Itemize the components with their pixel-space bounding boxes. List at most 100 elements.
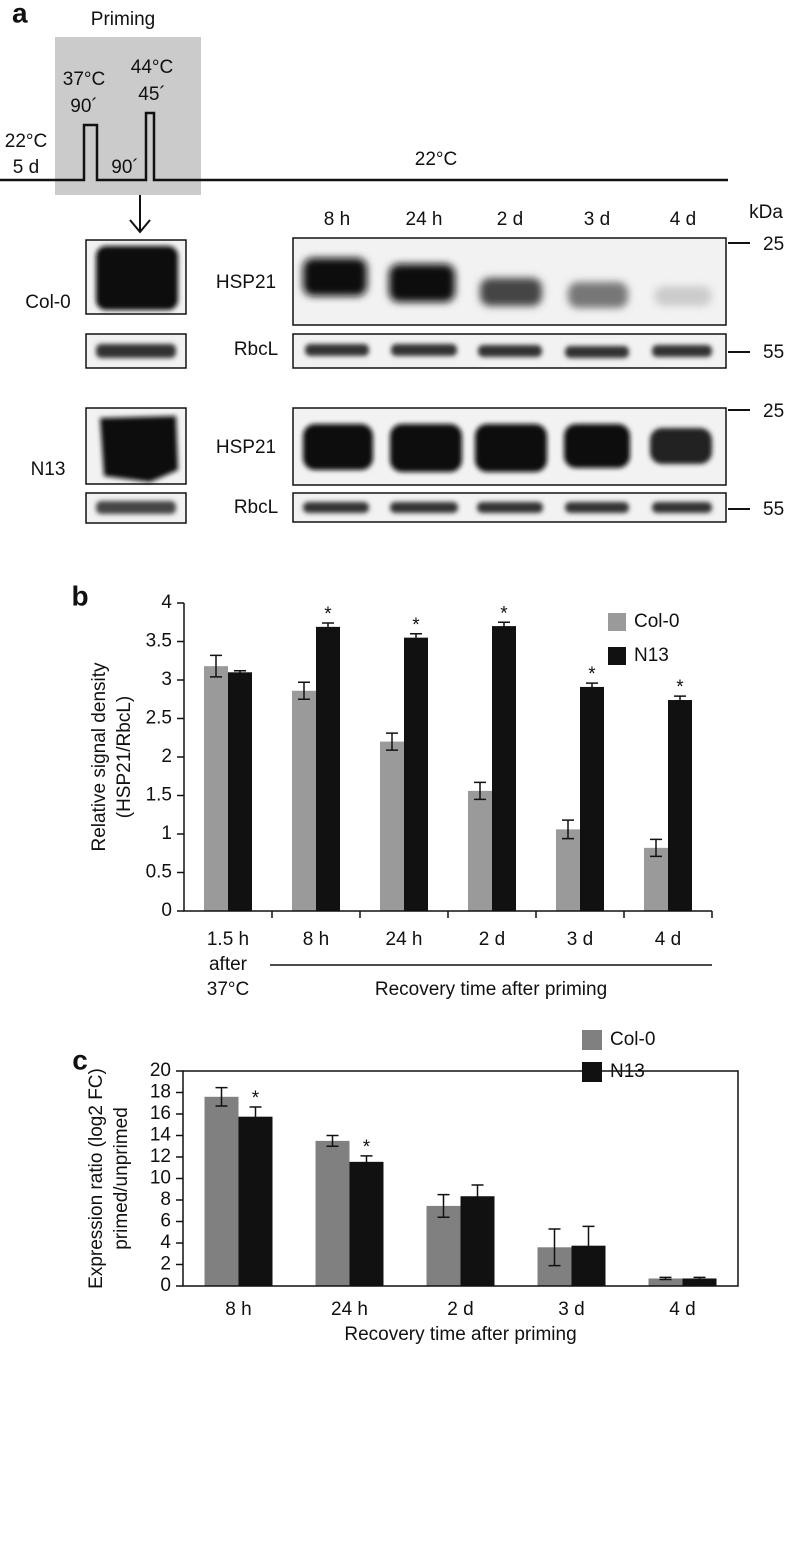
panel-label: c [72, 1044, 88, 1075]
x-tick-label: 2 d [447, 1299, 473, 1320]
legend-swatch [582, 1030, 602, 1050]
error-bar [674, 695, 686, 705]
error-bar [326, 1134, 339, 1147]
x-tick-label: 37°C [207, 979, 249, 1000]
protein-label: HSP21 [216, 437, 276, 458]
legend-swatch [582, 1062, 602, 1082]
axes [183, 603, 712, 912]
y-tick-label: 2.5 [146, 708, 172, 729]
timeline-text: 22°C [5, 131, 47, 152]
y-tick-label: 1.5 [146, 785, 172, 806]
priming-label: Priming [91, 9, 155, 30]
legend-label: Col-0 [634, 611, 679, 632]
bar [204, 1096, 239, 1286]
y-tick-label: 4 [160, 1232, 171, 1253]
x-tick-label: 24 h [386, 929, 423, 950]
band [480, 278, 542, 306]
timeline-text: 5 d [13, 157, 39, 178]
error-bar [410, 633, 422, 643]
bar [292, 690, 316, 911]
y-tick-label: 1 [161, 823, 172, 844]
bar [380, 741, 404, 911]
band [96, 344, 176, 358]
bar [668, 700, 692, 911]
y-axis-label: primed/unprimed [111, 1107, 132, 1250]
bar [644, 847, 668, 911]
timeline-text: 44°C [131, 57, 173, 78]
y-tick-label: 0 [161, 900, 172, 921]
y-axis-label: Relative signal density [89, 662, 110, 852]
x-tick-label: 4 d [669, 1299, 695, 1320]
bar [316, 626, 340, 911]
bar [315, 1140, 350, 1286]
significance: * [412, 615, 420, 636]
bar [492, 626, 516, 911]
x-tick-label: 2 d [479, 929, 505, 950]
band [389, 264, 455, 302]
genotype-label: Col-0 [25, 292, 70, 313]
bar [238, 1116, 273, 1286]
plot-frame [182, 1070, 739, 1287]
band [475, 424, 547, 472]
error-bar [437, 1193, 450, 1218]
bar [468, 790, 492, 911]
y-tick-label: 20 [150, 1060, 171, 1081]
error-bar [386, 732, 398, 751]
error-bar [210, 654, 222, 678]
error-bar [474, 781, 486, 801]
significance: * [500, 603, 508, 624]
timeline-text: 45´ [138, 84, 165, 105]
timeline-text: 22°C [415, 149, 457, 170]
x-tick-label: 4 d [655, 929, 681, 950]
y-tick-label: 4 [161, 592, 172, 613]
error-bar [586, 682, 598, 692]
x-tick-label: 24 h [331, 1299, 368, 1320]
bar [580, 686, 604, 911]
legend-label: N13 [634, 645, 669, 666]
y-tick-label: 2 [160, 1254, 171, 1275]
significance: * [324, 604, 332, 625]
bar [682, 1278, 717, 1286]
protein-label: RbcL [234, 497, 278, 518]
bar [426, 1205, 461, 1286]
error-bar [659, 1276, 672, 1281]
y-axis-label: Expression ratio (log2 FC) [86, 1068, 107, 1289]
error-bar [548, 1228, 561, 1267]
band [568, 282, 628, 308]
band [390, 424, 462, 472]
lane-label: 24 h [406, 209, 443, 230]
marker-label: 55 [763, 499, 784, 520]
bar [204, 666, 228, 911]
y-tick-label: 2 [161, 746, 172, 767]
timeline-text: 90´ [111, 157, 138, 178]
error-bar [360, 1155, 373, 1169]
x-tick-label: 3 d [567, 929, 593, 950]
genotype-label: N13 [31, 459, 66, 480]
protein-label: RbcL [234, 339, 278, 360]
arrow [129, 195, 151, 234]
bar [460, 1196, 495, 1286]
y-tick-label: 0.5 [146, 862, 172, 883]
band [96, 501, 176, 514]
marker-ticks [728, 242, 750, 510]
panel-label: a [12, 0, 28, 28]
bar [648, 1278, 683, 1286]
band [564, 424, 630, 468]
bar [228, 672, 252, 911]
y-axis-label: (HSP21/RbcL) [114, 696, 135, 819]
legend-label: Col-0 [610, 1029, 655, 1050]
lane-label: 2 d [497, 209, 523, 230]
y-tick-label: 18 [150, 1082, 171, 1103]
protein-label: HSP21 [216, 272, 276, 293]
error-bar [322, 622, 334, 632]
y-tick-label: 10 [150, 1168, 171, 1189]
rbcl-bands [303, 344, 712, 513]
error-bar [562, 819, 574, 840]
significance: * [588, 664, 596, 685]
legend-swatch [608, 647, 626, 665]
significance: * [252, 1088, 260, 1109]
x-axis-label: Recovery time after priming [375, 979, 607, 1000]
y-tick-label: 3 [161, 669, 172, 690]
y-tick-label: 0 [160, 1275, 171, 1296]
